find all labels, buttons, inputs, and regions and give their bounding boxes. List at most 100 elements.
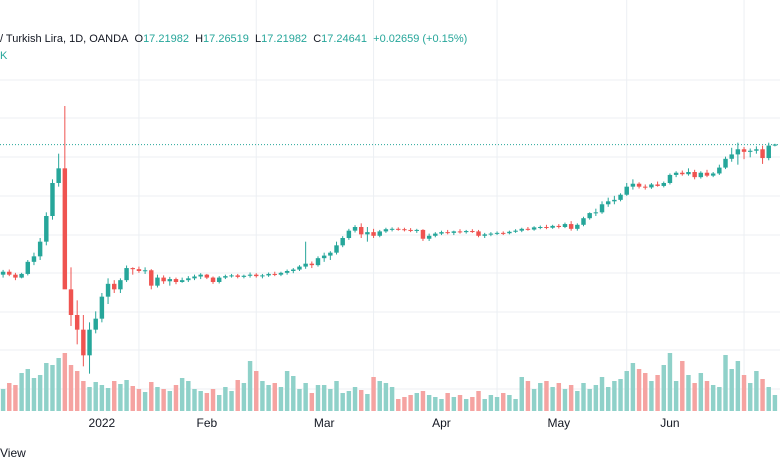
volume-bar xyxy=(62,353,68,411)
volume-bar xyxy=(328,389,333,411)
volume-bar xyxy=(44,363,49,411)
candle-body xyxy=(519,228,524,231)
candle-body xyxy=(0,271,6,275)
candle-body xyxy=(130,268,135,270)
candle-body xyxy=(383,229,389,232)
volume-bar xyxy=(254,371,259,411)
ohlc-legend: / Turkish Lira, 1D, OANDA O17.21982 H17.… xyxy=(0,33,467,45)
volume-bar xyxy=(241,383,247,411)
candle-body xyxy=(167,279,173,282)
candle-body xyxy=(550,225,555,228)
candle-body xyxy=(284,271,290,273)
volume-bar xyxy=(216,395,222,411)
volume-bar xyxy=(680,361,685,411)
volume-bar xyxy=(741,375,747,411)
volume-bar xyxy=(303,383,308,411)
x-axis: 2022 Feb Mar Apr May Jun xyxy=(89,416,680,430)
volume-bar xyxy=(130,386,135,411)
candle-body xyxy=(556,225,562,227)
volume-bar xyxy=(340,393,345,411)
candle-body xyxy=(655,184,660,186)
volume-bar xyxy=(525,381,531,411)
volume-bar xyxy=(105,388,111,411)
volume-bar xyxy=(334,381,339,411)
candle-body xyxy=(173,279,179,282)
volume-bar xyxy=(470,397,475,411)
volume-bar xyxy=(568,385,574,411)
volume-bar xyxy=(476,391,481,411)
volume-bar xyxy=(445,393,450,411)
volume-bar xyxy=(291,376,296,411)
volume-bar xyxy=(383,383,389,411)
candle-body xyxy=(698,172,704,178)
candle-body xyxy=(142,270,148,272)
candle-body xyxy=(93,318,98,330)
candle-body xyxy=(408,229,413,231)
volume-bar xyxy=(25,369,31,411)
candle-body xyxy=(729,154,734,159)
candle-body xyxy=(7,271,12,275)
volume-bar xyxy=(482,399,487,411)
volume-bar xyxy=(624,371,629,411)
volume-bar xyxy=(754,371,759,411)
volume-bar xyxy=(155,387,160,411)
candle-body xyxy=(704,172,710,176)
volume-bar xyxy=(513,399,518,411)
volume-bar xyxy=(612,381,617,411)
candle-body xyxy=(371,232,376,236)
volume-bar xyxy=(729,369,734,411)
volume-bar xyxy=(50,365,55,411)
volume-bar xyxy=(433,397,438,411)
volume-bar xyxy=(760,379,765,411)
volume-bar xyxy=(747,383,753,411)
volume-bar xyxy=(272,383,277,411)
volume-bar xyxy=(402,397,407,411)
candle-body xyxy=(105,283,111,297)
candle-body xyxy=(334,245,339,253)
candle-body xyxy=(402,229,407,231)
volume-bar xyxy=(315,385,321,411)
candle-body xyxy=(772,144,778,146)
candle-body xyxy=(501,232,506,234)
candle-body xyxy=(747,150,753,152)
volume-bar xyxy=(599,377,605,411)
volume-bar xyxy=(37,375,43,411)
volume-bar xyxy=(93,382,98,411)
volume-bar xyxy=(204,393,210,411)
candle-body xyxy=(420,229,426,239)
volume-bar xyxy=(118,384,123,411)
candle-body xyxy=(451,231,457,233)
volume-bar xyxy=(284,371,290,411)
candle-body xyxy=(643,186,648,188)
candle-body xyxy=(99,296,105,319)
candle-body xyxy=(309,263,315,266)
volume-bar xyxy=(371,377,376,411)
candles xyxy=(0,106,778,374)
candle-body xyxy=(198,274,203,277)
volume-bar xyxy=(581,383,586,411)
volume-bar xyxy=(68,365,74,411)
candle-body xyxy=(476,231,481,236)
candle-body xyxy=(587,213,592,219)
candle-body xyxy=(507,231,512,234)
volume-bar xyxy=(587,389,592,411)
candle-body xyxy=(155,277,160,286)
volume-bar xyxy=(550,387,555,411)
volume-bar xyxy=(31,378,37,411)
volume-bar xyxy=(649,381,654,411)
high-label: H xyxy=(195,33,204,45)
candle-body xyxy=(149,270,154,286)
volume-bar xyxy=(309,393,315,411)
volume-bar xyxy=(124,380,129,411)
symbol-title: / Turkish Lira, 1D, OANDA xyxy=(0,33,129,45)
candle-body xyxy=(513,230,518,232)
volume-bar xyxy=(210,389,216,411)
candle-body xyxy=(414,229,420,231)
candle-body xyxy=(433,233,438,236)
candle-body xyxy=(254,274,259,277)
volume-bar xyxy=(81,381,86,411)
volume-bar xyxy=(173,385,179,411)
candle-body xyxy=(297,266,302,270)
candle-body xyxy=(62,168,68,290)
